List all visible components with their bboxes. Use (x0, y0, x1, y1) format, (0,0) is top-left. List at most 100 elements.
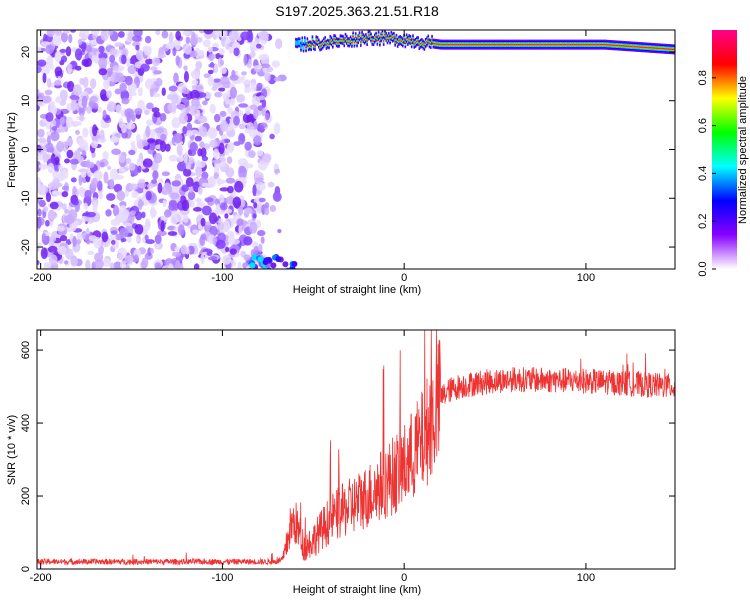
spectrogram-cell (183, 70, 189, 83)
spectrogram-cell (54, 66, 63, 77)
spectrogram-cell (265, 256, 272, 263)
band-cell (492, 43, 494, 46)
spectrogram-cell (150, 66, 157, 71)
spectrogram-cell (225, 196, 235, 205)
band-cell (639, 46, 642, 48)
spectrogram-cell (37, 242, 43, 248)
spectrogram-cell (187, 245, 195, 255)
spectrogram-cell (242, 112, 252, 124)
band-cell (423, 45, 426, 47)
spectrogram-cell (249, 222, 258, 234)
spectrogram-cell (171, 251, 182, 257)
spectrogram-cell (189, 142, 199, 153)
band-cell (538, 43, 540, 46)
spectrogram-cell (59, 100, 67, 106)
spectrogram-cell (198, 126, 208, 137)
band-cell (399, 39, 402, 41)
spectrogram-cell (64, 208, 69, 214)
band-cell (432, 42, 435, 45)
spectrogram-cell (71, 120, 80, 127)
y-tick-label: 0 (20, 566, 32, 572)
spectrogram-cell (126, 111, 131, 124)
band-cell (507, 43, 510, 46)
band-cell (517, 43, 520, 46)
spectrogram-cell (203, 73, 212, 79)
spectrogram-cell (218, 155, 227, 168)
spectrogram-cell (110, 230, 118, 235)
band-cell (422, 43, 424, 46)
spectrogram-cell (197, 161, 206, 168)
band-cell (629, 45, 632, 48)
band-cell (456, 43, 459, 46)
spectrogram-cell (81, 95, 88, 108)
spectrogram-cell (224, 246, 230, 253)
spectrogram-cell (94, 259, 104, 269)
spectrogram-cell (248, 150, 256, 158)
band-cell (452, 43, 455, 46)
band-cell (469, 43, 472, 46)
band-cell (552, 43, 554, 46)
band-cell (549, 43, 552, 46)
spectrogram-cell (130, 140, 136, 148)
spectrogram-cell (63, 215, 73, 224)
spectrogram-cell (233, 141, 241, 146)
spectrogram-cell (251, 95, 261, 106)
spectrogram-cell (167, 231, 178, 236)
spectrogram-cell (81, 150, 87, 156)
band-cell (496, 43, 498, 46)
spectrogram-cell (194, 85, 204, 90)
band-cell (389, 38, 391, 41)
spectrogram-cell (87, 161, 95, 168)
spectrogram-cell (109, 178, 115, 190)
spectrogram-cell (118, 210, 128, 223)
spectrogram-cell (46, 30, 55, 38)
band-cell (573, 43, 576, 46)
spectrogram-cell (69, 94, 80, 100)
spectrogram-cell (126, 56, 131, 68)
band-cell (567, 43, 569, 46)
spectrogram-cell (160, 220, 165, 232)
spectrogram-cell (220, 134, 228, 140)
spectrogram-cell (68, 33, 73, 44)
spectrogram-cell (97, 180, 103, 192)
spectrogram-cell (225, 167, 235, 178)
band-cell (550, 43, 553, 46)
band-cell (664, 47, 666, 50)
spectrogram-cell (152, 80, 160, 92)
spectrogram-cell (37, 59, 47, 67)
band-cell (572, 43, 575, 46)
band-cell (589, 43, 591, 46)
band-cell (429, 43, 432, 45)
x-tick-label: 100 (577, 272, 595, 284)
band-cell (351, 42, 353, 44)
spectrogram-cell (200, 147, 207, 158)
band-cell (414, 42, 417, 44)
spectrogram-cell (137, 99, 145, 111)
band-cell (563, 43, 566, 46)
spectrogram-cell (59, 171, 66, 180)
band-cell (646, 46, 648, 49)
band-cell (395, 37, 398, 40)
spectrogram-cell (182, 168, 192, 177)
spectrogram-cell (84, 189, 92, 200)
spectrogram-cell (88, 235, 98, 242)
y-tick-label: 400 (20, 414, 32, 432)
spectrogram-cell (246, 122, 254, 130)
spectrogram-cell (198, 30, 205, 34)
spectrogram-cell (93, 57, 99, 63)
spectrogram-cell (40, 247, 48, 260)
spectrogram-cell (226, 185, 234, 194)
band-cell (371, 39, 374, 42)
spectrogram-cell (46, 135, 51, 146)
spectrogram-cell (112, 204, 120, 217)
spectrogram-cell (135, 44, 140, 51)
y-tick-label: 20 (20, 46, 32, 58)
band-cell (419, 42, 422, 45)
spectrogram-cell (239, 134, 245, 142)
spectrogram-cell (145, 239, 155, 245)
spectrogram-cell (140, 261, 147, 269)
band-cell (628, 45, 631, 48)
spectrogram-cell (45, 112, 54, 122)
band-cell (498, 43, 501, 46)
spectrogram-cell (82, 76, 89, 88)
